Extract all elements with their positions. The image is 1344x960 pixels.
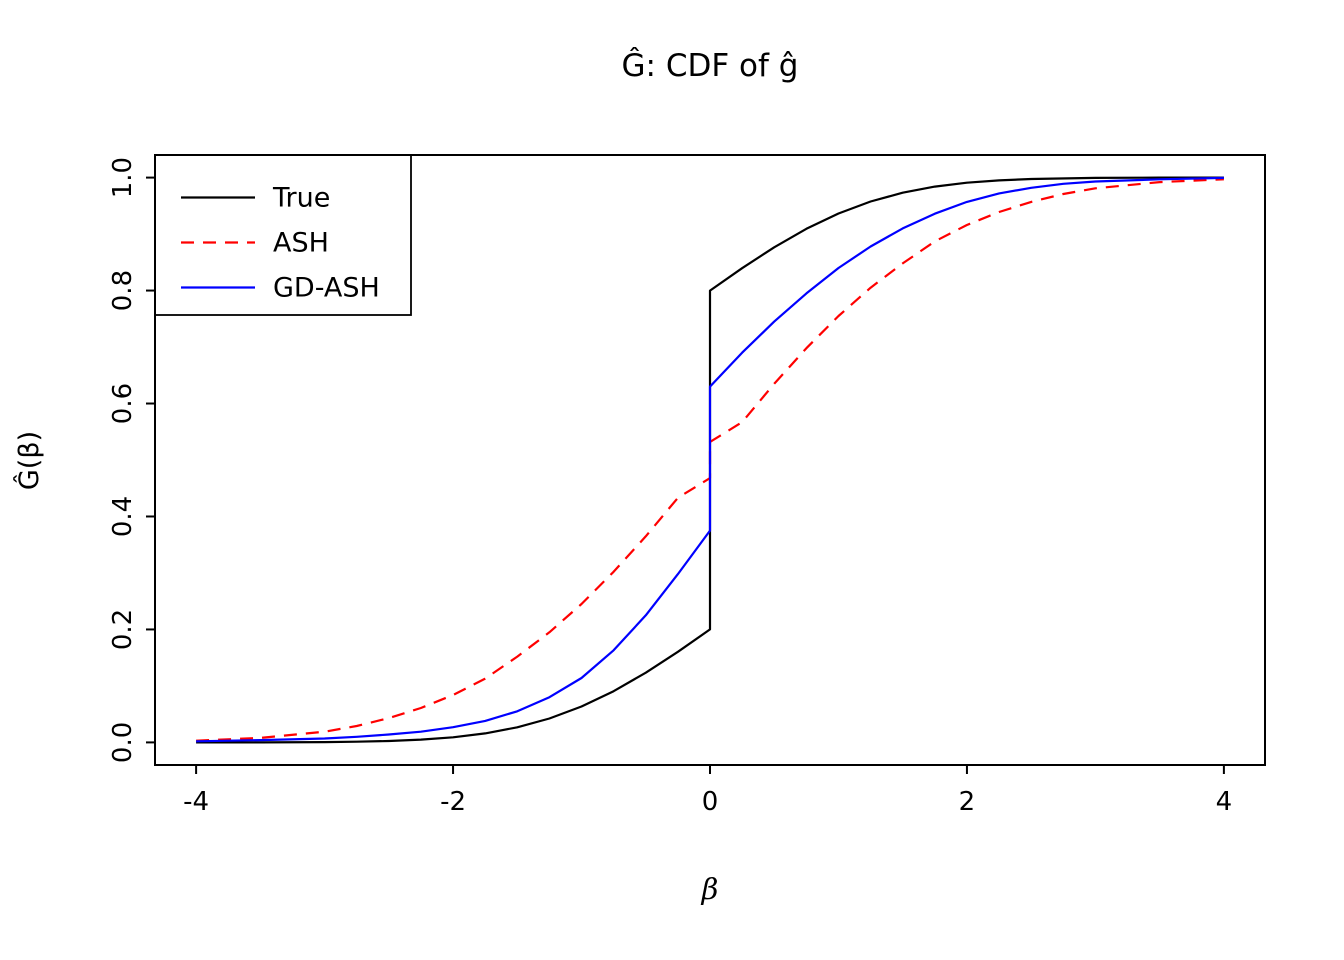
x-tick-label: 4 — [1216, 787, 1233, 817]
series-line-true — [196, 176, 1224, 744]
x-tick-label: 2 — [959, 787, 976, 817]
series-line-gd-ash — [196, 176, 1224, 743]
legend-label-ash: ASH — [273, 228, 329, 259]
x-tick-label: 0 — [702, 787, 719, 817]
legend-box — [154, 154, 412, 316]
x-tick-label: -4 — [183, 787, 209, 817]
legend-label-true: True — [272, 183, 330, 214]
y-tick-label: 0.8 — [108, 270, 138, 311]
y-tick-label: 0.2 — [108, 609, 138, 650]
y-tick-label: 0.0 — [108, 722, 138, 763]
x-tick-label: -2 — [440, 787, 466, 817]
y-tick-label: 1.0 — [108, 157, 138, 198]
chart-title: Ĝ: CDF of ĝ — [621, 48, 799, 84]
x-axis-label: β — [701, 872, 719, 906]
y-tick-label: 0.4 — [108, 496, 138, 537]
y-tick-label: 0.6 — [108, 383, 138, 424]
legend-label-gd-ash: GD-ASH — [273, 273, 380, 304]
